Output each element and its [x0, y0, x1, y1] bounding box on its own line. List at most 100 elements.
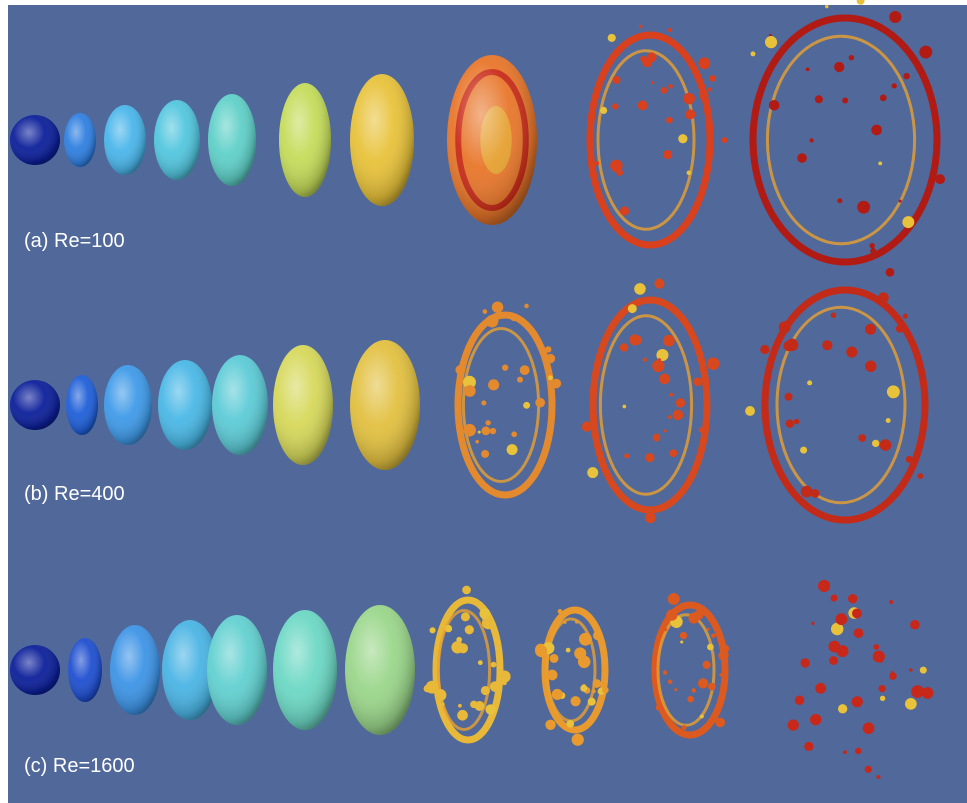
fragment — [815, 95, 823, 103]
fragment — [700, 714, 704, 718]
fragment — [745, 406, 755, 416]
fragment — [520, 365, 530, 375]
fragment — [892, 83, 897, 88]
fragment — [616, 169, 623, 176]
fragment — [651, 81, 654, 84]
fragment — [457, 710, 468, 721]
fragment — [886, 268, 895, 277]
fragment — [831, 312, 836, 317]
fragment — [846, 346, 857, 357]
fragment — [634, 283, 646, 295]
fragment — [693, 377, 702, 386]
fragment — [902, 216, 914, 228]
fragment — [858, 434, 866, 442]
fragment — [800, 447, 807, 454]
fragment — [546, 354, 555, 363]
droplet-shade — [208, 94, 256, 186]
fragment — [547, 670, 558, 681]
fragment — [517, 377, 523, 383]
fragment — [917, 473, 923, 479]
fragment — [462, 586, 471, 595]
fragment — [580, 685, 587, 692]
fragment — [865, 766, 872, 773]
fragment — [815, 683, 826, 694]
fragment — [906, 456, 913, 463]
fragment — [535, 398, 545, 408]
droplet-shade — [207, 615, 267, 725]
fragment — [854, 628, 864, 638]
fragment — [441, 623, 446, 628]
fragment — [620, 206, 629, 215]
fragment — [463, 424, 476, 437]
fragment — [424, 685, 431, 692]
fragment — [889, 672, 897, 680]
fragment — [491, 662, 497, 668]
fragment — [558, 609, 563, 614]
fragment — [899, 200, 902, 203]
fragment — [498, 671, 510, 683]
fragment — [668, 593, 680, 605]
fragment — [871, 125, 882, 136]
fragment — [479, 608, 490, 619]
fragment — [876, 775, 880, 779]
fragment — [669, 393, 673, 397]
fragment — [485, 704, 495, 714]
fragment — [935, 174, 945, 184]
fragment — [588, 698, 596, 706]
fragment — [645, 512, 656, 523]
fragment — [878, 685, 885, 692]
fragment — [922, 687, 934, 699]
fragment — [834, 62, 844, 72]
fragment — [669, 449, 677, 457]
fragment — [445, 625, 452, 632]
fragment — [797, 153, 807, 163]
droplet-shade — [273, 345, 333, 465]
fragment — [475, 440, 479, 444]
fragment — [769, 100, 780, 111]
fragment — [486, 315, 499, 328]
fragment — [795, 696, 804, 705]
fragment — [455, 365, 465, 375]
fragment — [807, 380, 812, 385]
fragment — [765, 36, 777, 48]
fragment — [683, 93, 695, 105]
fragment — [886, 418, 891, 423]
fragment — [719, 673, 722, 676]
fragment — [600, 107, 607, 114]
droplet-shade — [104, 105, 146, 175]
fragment — [656, 704, 663, 711]
droplet-shade — [10, 645, 60, 695]
fragment — [563, 621, 566, 624]
fragment — [602, 687, 609, 694]
panel-label: (a) Re=100 — [24, 230, 125, 252]
droplet-shade — [279, 83, 331, 197]
fragment — [575, 620, 578, 623]
fragment — [822, 340, 832, 350]
fragment — [685, 109, 695, 119]
fragment — [751, 51, 756, 56]
fragment — [687, 696, 694, 703]
fragment — [828, 641, 840, 653]
fragment — [910, 620, 920, 630]
fragment — [887, 385, 900, 398]
fragment — [852, 608, 862, 618]
fragment — [490, 681, 501, 692]
fragment — [657, 358, 661, 362]
fragment — [668, 84, 673, 89]
fragment — [715, 718, 725, 728]
fragment — [535, 645, 547, 657]
fragment — [582, 421, 592, 431]
fragment — [721, 645, 730, 654]
fragment — [801, 486, 813, 498]
fragment — [698, 57, 710, 69]
fragment — [870, 248, 876, 254]
fragment — [579, 633, 592, 646]
droplet-shade — [350, 74, 414, 206]
fragment — [666, 117, 673, 124]
page: {"panels": [{"label": "(a) Re=100"}, {"l… — [0, 0, 967, 803]
fragment — [492, 301, 503, 312]
fragment — [578, 656, 591, 669]
fragment — [687, 171, 692, 176]
fragment — [785, 393, 793, 401]
droplet-shade — [447, 55, 537, 225]
